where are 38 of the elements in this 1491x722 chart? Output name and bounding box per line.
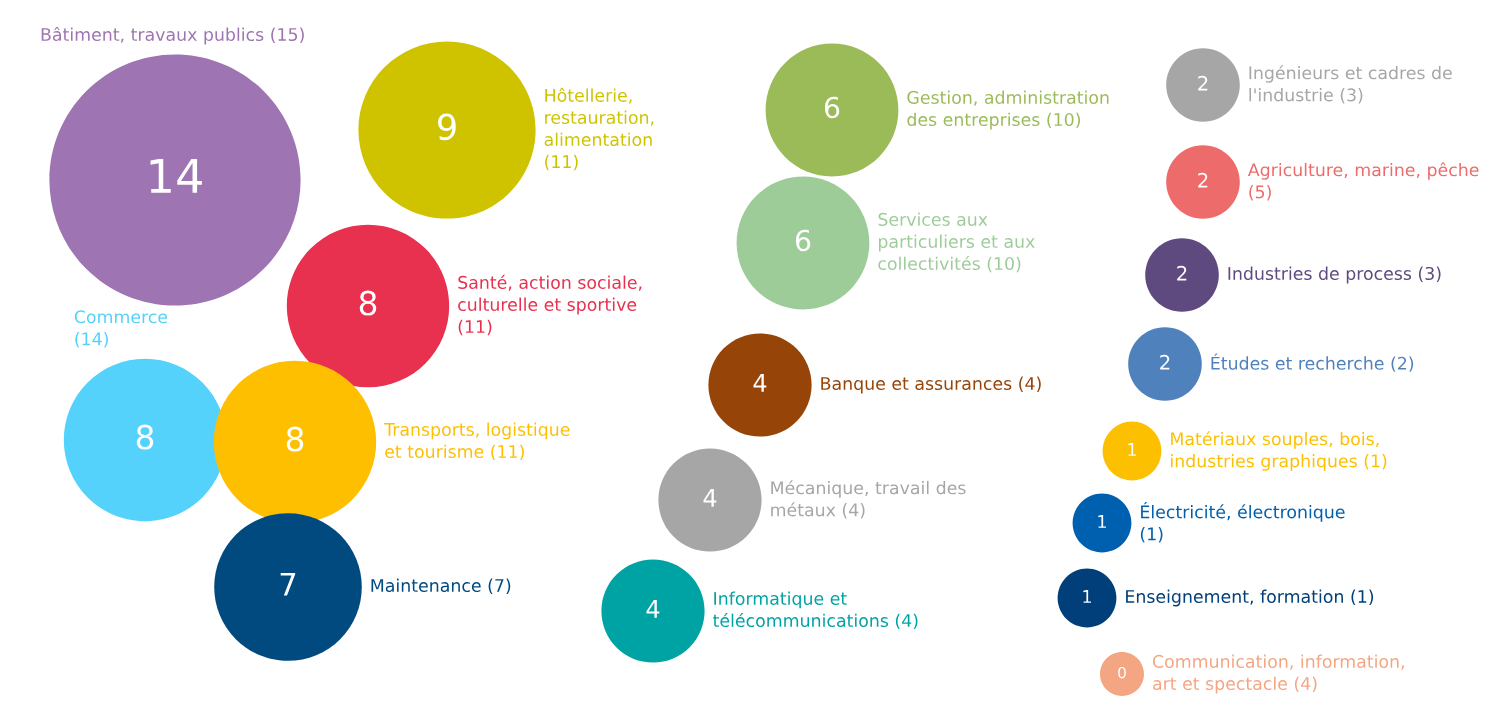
category-label: Bâtiment, travaux publics (15) — [41, 26, 304, 45]
data-label: 1 — [1098, 515, 1106, 528]
data-label: 4 — [703, 489, 717, 507]
data-label: 14 — [150, 158, 202, 193]
data-label: 4 — [646, 600, 660, 618]
data-label: 7 — [280, 573, 296, 596]
category-label: Communication, information, art et spectacle (4) — [1152, 654, 1404, 694]
category-label: Commerce (14) — [74, 310, 168, 348]
category-label: Agriculture, marine, pêche (5) — [1247, 162, 1479, 201]
category-label: Ingénieurs et cadres de l'industrie (3) — [1249, 65, 1452, 104]
data-label: 2 — [1160, 354, 1170, 370]
category-label: Électricité, électronique (1) — [1140, 502, 1345, 543]
category-label: Mécanique, travail des métaux (4) — [771, 480, 966, 519]
category-label: Hôtellerie, restauration, alimentation (11) — [544, 87, 654, 171]
category-label: Enseignement, formation (1) — [1126, 589, 1374, 607]
data-label: 0 — [1118, 666, 1126, 679]
data-label: 8 — [136, 424, 154, 450]
category-label: Transports, logistique et tourisme (11) — [384, 422, 570, 461]
category-label: Gestion, administration des entreprises (10) — [907, 90, 1109, 130]
data-label: 2 — [1198, 75, 1208, 91]
data-label: 6 — [795, 229, 811, 252]
data-label: 8 — [286, 426, 304, 452]
category-label: Informatique et télécommunications (4) — [713, 591, 918, 630]
data-label: 1 — [1083, 590, 1091, 603]
category-label: Banque et assurances (4) — [821, 376, 1041, 394]
data-label: 1 — [1128, 443, 1136, 456]
category-label: Études et recherche (2) — [1211, 353, 1414, 372]
data-label: 2 — [1177, 265, 1187, 281]
category-label: Matériaux souples, bois, industries graphiques (1) — [1171, 431, 1387, 471]
category-label: Santé, action sociale, culturelle et sportive (11) — [458, 274, 642, 336]
data-label: 9 — [438, 113, 456, 141]
data-label: 2 — [1198, 172, 1208, 188]
data-label: 8 — [359, 290, 377, 316]
category-label: Industries de process (3) — [1228, 266, 1441, 284]
category-label: Maintenance (7) — [371, 578, 511, 595]
category-label: Services aux particuliers et aux collectivités (10) — [878, 212, 1035, 273]
data-label: 6 — [824, 96, 840, 119]
data-label: 4 — [753, 374, 767, 392]
